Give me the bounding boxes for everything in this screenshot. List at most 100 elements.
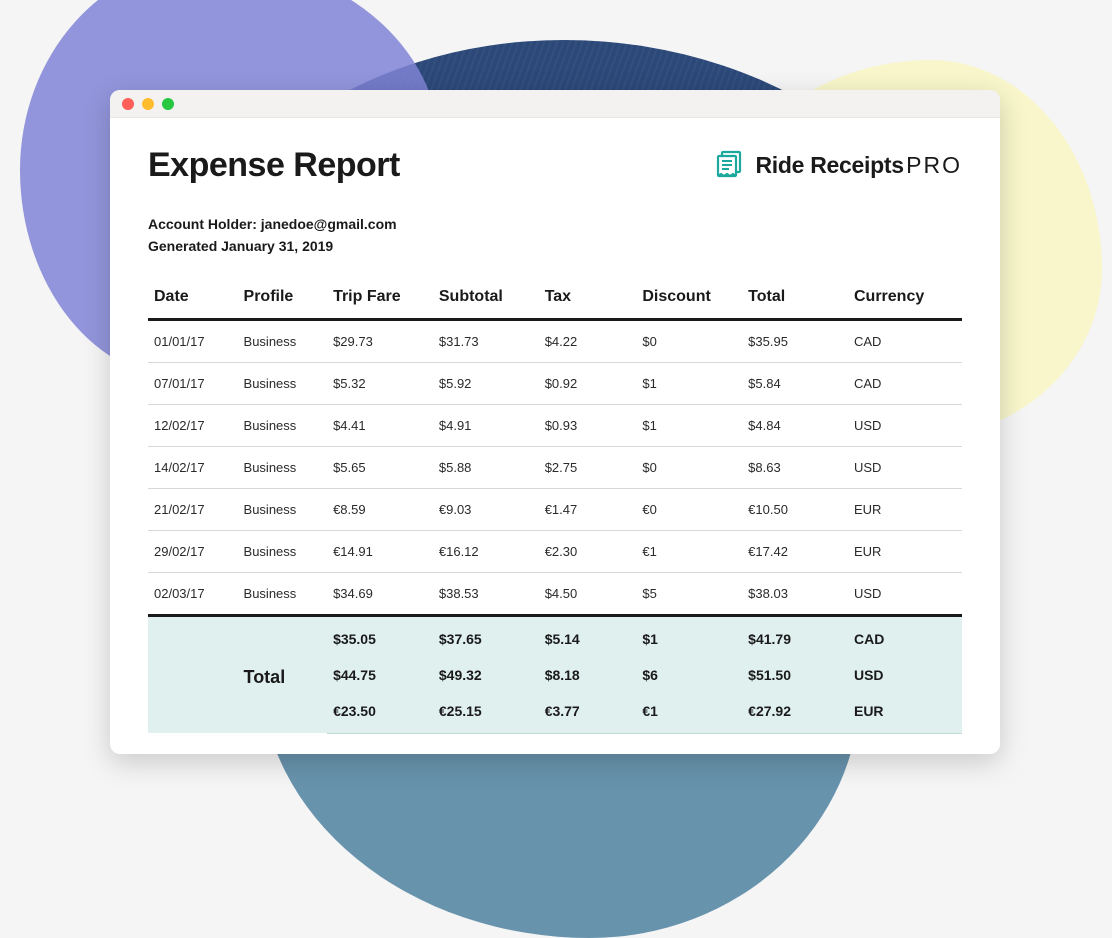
totals-cell: $5.14 bbox=[539, 615, 637, 657]
table-row: 01/01/17Business$29.73$31.73$4.22$0$35.9… bbox=[148, 319, 962, 362]
app-window: Expense Report Ride Receipts PRO Accou bbox=[110, 90, 1000, 754]
totals-cell: $6 bbox=[636, 657, 742, 693]
report-meta: Account Holder: janedoe@gmail.com Genera… bbox=[148, 213, 962, 258]
col-tax: Tax bbox=[539, 280, 637, 320]
totals-cell: $37.65 bbox=[433, 615, 539, 657]
brand: Ride Receipts PRO bbox=[715, 150, 962, 180]
table-cell: $5.32 bbox=[327, 362, 433, 404]
account-holder-value: janedoe@gmail.com bbox=[261, 216, 397, 232]
totals-cell: EUR bbox=[848, 693, 962, 734]
window-titlebar bbox=[110, 90, 1000, 118]
col-subtotal: Subtotal bbox=[433, 280, 539, 320]
table-cell: $4.22 bbox=[539, 319, 637, 362]
table-cell: €14.91 bbox=[327, 530, 433, 572]
table-totals: Total$35.05$37.65$5.14$1$41.79CAD$44.75$… bbox=[148, 615, 962, 733]
report-content: Expense Report Ride Receipts PRO Accou bbox=[110, 118, 1000, 754]
table-cell: $35.95 bbox=[742, 319, 848, 362]
table-cell: USD bbox=[848, 572, 962, 615]
totals-blank bbox=[148, 615, 238, 733]
table-cell: 21/02/17 bbox=[148, 488, 238, 530]
brand-name: Ride Receipts bbox=[755, 152, 903, 178]
col-discount: Discount bbox=[636, 280, 742, 320]
table-cell: $0.92 bbox=[539, 362, 637, 404]
table-row: 21/02/17Business€8.59€9.03€1.47€0€10.50E… bbox=[148, 488, 962, 530]
table-cell: €10.50 bbox=[742, 488, 848, 530]
col-currency: Currency bbox=[848, 280, 962, 320]
totals-cell: $35.05 bbox=[327, 615, 433, 657]
table-cell: Business bbox=[238, 446, 328, 488]
table-cell: $4.84 bbox=[742, 404, 848, 446]
table-cell: $0 bbox=[636, 446, 742, 488]
totals-cell: €25.15 bbox=[433, 693, 539, 734]
col-date: Date bbox=[148, 280, 238, 320]
table-row: 02/03/17Business$34.69$38.53$4.50$5$38.0… bbox=[148, 572, 962, 615]
expense-table: Date Profile Trip Fare Subtotal Tax Disc… bbox=[148, 280, 962, 734]
table-cell: 14/02/17 bbox=[148, 446, 238, 488]
table-cell: €17.42 bbox=[742, 530, 848, 572]
table-cell: €9.03 bbox=[433, 488, 539, 530]
table-cell: $1 bbox=[636, 404, 742, 446]
table-cell: Business bbox=[238, 319, 328, 362]
totals-label: Total bbox=[238, 615, 328, 733]
totals-cell: €3.77 bbox=[539, 693, 637, 734]
totals-cell: €27.92 bbox=[742, 693, 848, 734]
totals-row: Total$35.05$37.65$5.14$1$41.79CAD bbox=[148, 615, 962, 657]
brand-suffix: PRO bbox=[906, 152, 962, 178]
table-cell: Business bbox=[238, 404, 328, 446]
totals-cell: $41.79 bbox=[742, 615, 848, 657]
table-cell: $0 bbox=[636, 319, 742, 362]
totals-cell: $1 bbox=[636, 615, 742, 657]
table-cell: €1 bbox=[636, 530, 742, 572]
table-cell: $38.53 bbox=[433, 572, 539, 615]
table-cell: $5.84 bbox=[742, 362, 848, 404]
table-cell: Business bbox=[238, 362, 328, 404]
minimize-button[interactable] bbox=[142, 98, 154, 110]
brand-icon bbox=[715, 150, 745, 180]
table-cell: EUR bbox=[848, 488, 962, 530]
totals-cell: $49.32 bbox=[433, 657, 539, 693]
table-cell: €0 bbox=[636, 488, 742, 530]
col-profile: Profile bbox=[238, 280, 328, 320]
table-cell: $38.03 bbox=[742, 572, 848, 615]
totals-cell: €1 bbox=[636, 693, 742, 734]
table-cell: $0.93 bbox=[539, 404, 637, 446]
table-cell: $4.50 bbox=[539, 572, 637, 615]
table-cell: $4.41 bbox=[327, 404, 433, 446]
table-cell: $5 bbox=[636, 572, 742, 615]
table-cell: 07/01/17 bbox=[148, 362, 238, 404]
totals-cell: $44.75 bbox=[327, 657, 433, 693]
table-cell: $34.69 bbox=[327, 572, 433, 615]
table-row: 29/02/17Business€14.91€16.12€2.30€1€17.4… bbox=[148, 530, 962, 572]
table-row: 12/02/17Business$4.41$4.91$0.93$1$4.84US… bbox=[148, 404, 962, 446]
totals-cell: $8.18 bbox=[539, 657, 637, 693]
maximize-button[interactable] bbox=[162, 98, 174, 110]
table-cell: €1.47 bbox=[539, 488, 637, 530]
table-cell: $8.63 bbox=[742, 446, 848, 488]
table-header: Date Profile Trip Fare Subtotal Tax Disc… bbox=[148, 280, 962, 320]
col-trip-fare: Trip Fare bbox=[327, 280, 433, 320]
totals-cell: €23.50 bbox=[327, 693, 433, 734]
generated-value: January 31, 2019 bbox=[221, 238, 333, 254]
table-cell: $1 bbox=[636, 362, 742, 404]
table-cell: $5.92 bbox=[433, 362, 539, 404]
table-cell: €16.12 bbox=[433, 530, 539, 572]
col-total: Total bbox=[742, 280, 848, 320]
close-button[interactable] bbox=[122, 98, 134, 110]
table-cell: USD bbox=[848, 404, 962, 446]
table-cell: 12/02/17 bbox=[148, 404, 238, 446]
table-row: 14/02/17Business$5.65$5.88$2.75$0$8.63US… bbox=[148, 446, 962, 488]
header-row: Expense Report Ride Receipts PRO bbox=[148, 146, 962, 185]
generated-label: Generated bbox=[148, 238, 221, 254]
totals-cell: CAD bbox=[848, 615, 962, 657]
account-holder-label: Account Holder: bbox=[148, 216, 261, 232]
table-cell: Business bbox=[238, 488, 328, 530]
table-cell: $31.73 bbox=[433, 319, 539, 362]
table-cell: EUR bbox=[848, 530, 962, 572]
table-cell: $29.73 bbox=[327, 319, 433, 362]
table-cell: $5.88 bbox=[433, 446, 539, 488]
table-cell: €2.30 bbox=[539, 530, 637, 572]
page-title: Expense Report bbox=[148, 146, 400, 185]
table-cell: 02/03/17 bbox=[148, 572, 238, 615]
table-cell: CAD bbox=[848, 319, 962, 362]
table-cell: €8.59 bbox=[327, 488, 433, 530]
